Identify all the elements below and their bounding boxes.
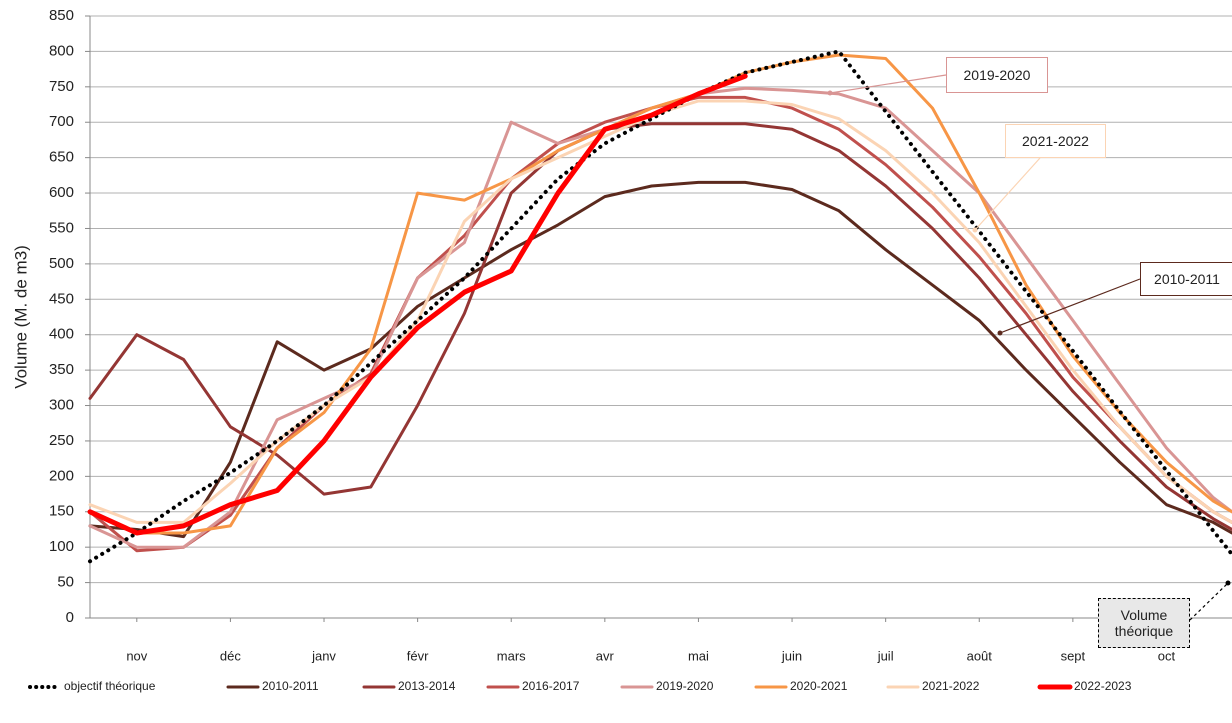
annotation-arrowhead — [997, 330, 1003, 336]
annotation: 2010-2011 — [1140, 262, 1232, 296]
y-tick-label: 300 — [49, 396, 74, 413]
annotation-arrow — [829, 74, 947, 94]
annotation: 2021-2022 — [1005, 124, 1106, 158]
x-tick-label: nov — [126, 648, 147, 663]
annotation-arrowhead — [827, 90, 833, 96]
annotation: 2019-2020 — [946, 57, 1048, 93]
y-tick-label: 550 — [49, 219, 74, 236]
y-tick-label: 200 — [49, 467, 74, 484]
legend-label: objectif théorique — [64, 679, 156, 693]
legend-label: 2016-2017 — [522, 679, 580, 693]
annotation: Volume théorique — [1098, 598, 1190, 648]
x-tick-label: juil — [877, 648, 894, 663]
y-tick-label: 250 — [49, 432, 74, 449]
y-tick-label: 850 — [49, 7, 74, 24]
x-tick-label: janv — [311, 648, 336, 663]
annotation-arrow — [999, 278, 1141, 334]
x-tick-label: août — [967, 648, 993, 663]
annotation-arrowhead — [972, 227, 978, 233]
legend-label: 2020-2021 — [790, 679, 848, 693]
x-tick-label: juin — [781, 648, 802, 663]
x-tick-label: févr — [407, 648, 429, 663]
y-tick-label: 600 — [49, 184, 74, 201]
legend-label: 2010-2011 — [262, 679, 319, 693]
annotation-arrow — [974, 157, 1041, 231]
x-tick-label: mars — [497, 648, 526, 663]
legend-label: 2022-2023 — [1074, 679, 1132, 693]
series-line — [88, 99, 1232, 524]
x-tick-label: déc — [220, 648, 241, 663]
x-tick-label: sept — [1061, 648, 1086, 663]
y-tick-label: 800 — [49, 42, 74, 59]
series-line — [87, 73, 748, 536]
y-tick-label: 500 — [49, 255, 74, 272]
annotation-arrowhead — [1225, 580, 1231, 586]
y-axis-label: Volume (M. de m3) — [11, 245, 30, 389]
series-line — [88, 95, 1232, 553]
x-tick-label: mai — [688, 648, 709, 663]
series-line — [88, 53, 1232, 535]
x-tick-label: avr — [596, 648, 615, 663]
y-tick-label: 350 — [49, 361, 74, 378]
y-tick-label: 150 — [49, 503, 74, 520]
y-tick-label: 750 — [49, 78, 74, 95]
x-tick-label: oct — [1158, 648, 1176, 663]
legend-label: 2021-2022 — [922, 679, 980, 693]
y-tick-label: 700 — [49, 113, 74, 130]
y-tick-label: 50 — [57, 574, 74, 591]
y-tick-label: 100 — [49, 538, 74, 555]
series-line — [88, 122, 1232, 531]
legend-label: 2019-2020 — [656, 679, 714, 693]
annotation-arrow — [1189, 582, 1229, 621]
y-tick-label: 650 — [49, 149, 74, 166]
series-line — [88, 180, 1232, 539]
y-tick-label: 450 — [49, 290, 74, 307]
y-tick-label: 0 — [66, 609, 74, 626]
legend-label: 2013-2014 — [398, 679, 456, 693]
y-tick-label: 400 — [49, 326, 74, 343]
